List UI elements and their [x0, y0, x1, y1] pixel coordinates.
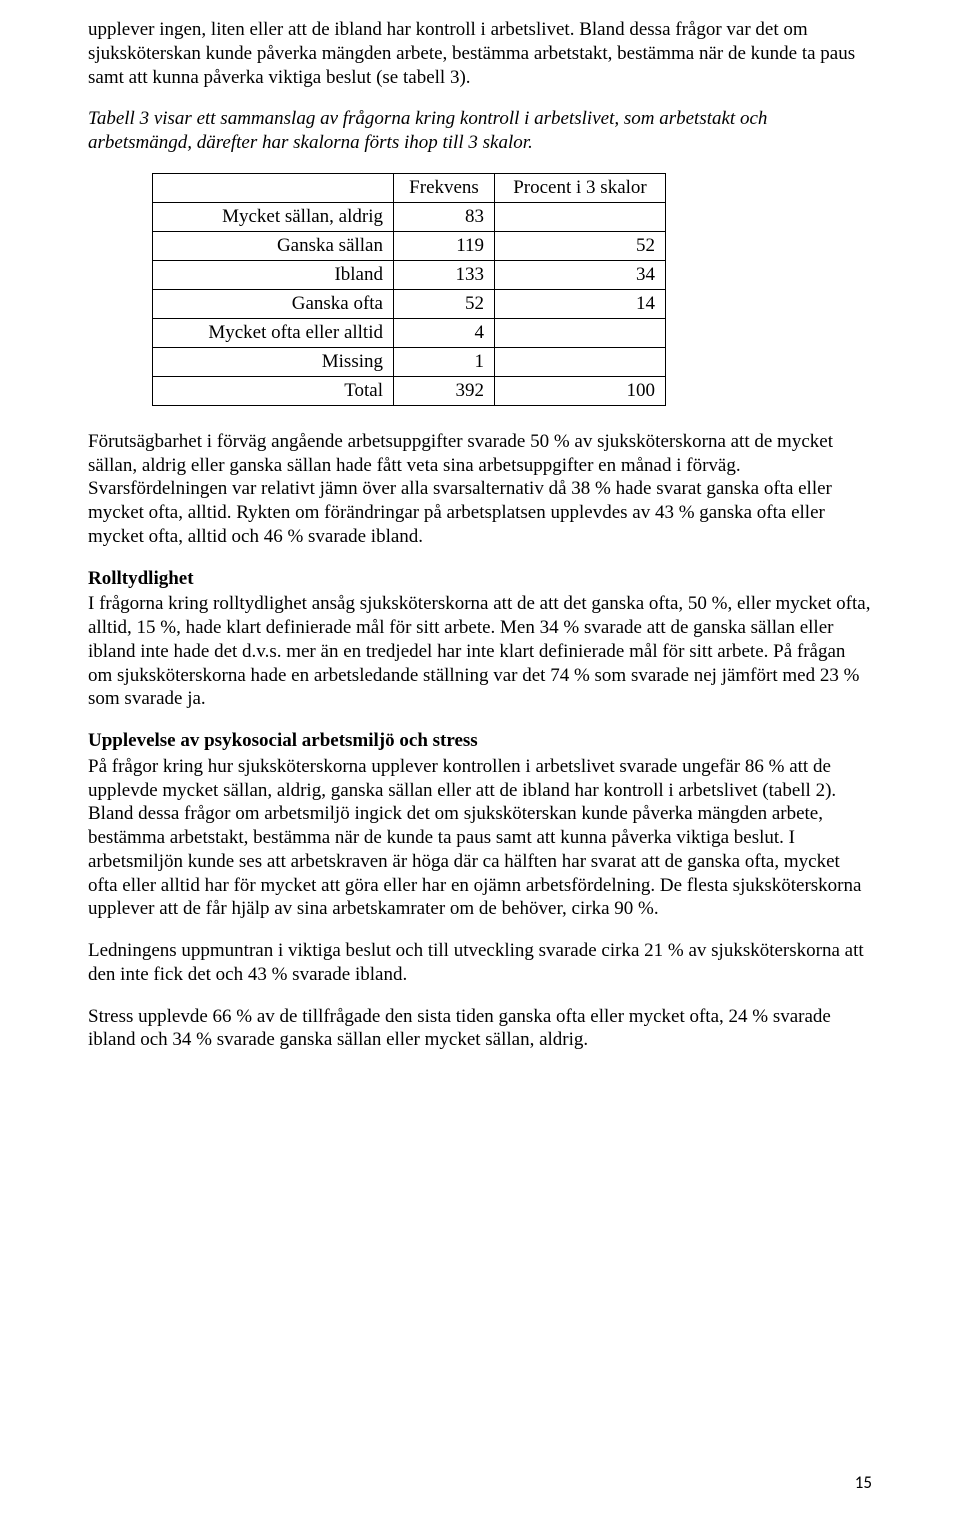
row-pct	[495, 347, 666, 376]
paragraph-rolltydlighet: I frågorna kring rolltydlighet ansåg sju…	[88, 592, 872, 711]
caption-text: Tabell 3 visar ett sammanslag av frågorn…	[88, 108, 767, 153]
paragraph-forutsagbarhet: Förutsägbarhet i förväg angående arbetsu…	[88, 430, 872, 549]
row-pct: 34	[495, 260, 666, 289]
text-line-1: upplever ingen, liten eller att de iblan…	[88, 19, 574, 40]
row-freq: 392	[394, 376, 495, 405]
table-row: Mycket sällan, aldrig 83	[153, 202, 666, 231]
paragraph-stress: Stress upplevde 66 % av de tillfrågade d…	[88, 1005, 872, 1053]
table-caption: Tabell 3 visar ett sammanslag av frågorn…	[88, 107, 872, 155]
table-row: Mycket ofta eller alltid 4	[153, 318, 666, 347]
col-header-procent: Procent i 3 skalor	[495, 173, 666, 202]
row-label: Missing	[153, 347, 394, 376]
row-label: Total	[153, 376, 394, 405]
table-row: Missing 1	[153, 347, 666, 376]
row-freq: 133	[394, 260, 495, 289]
table-row: Total 392 100	[153, 376, 666, 405]
row-label: Ganska ofta	[153, 289, 394, 318]
row-freq: 4	[394, 318, 495, 347]
heading-upplevelse: Upplevelse av psykosocial arbetsmiljö oc…	[88, 729, 872, 753]
row-freq: 1	[394, 347, 495, 376]
paragraph-ledning: Ledningens uppmuntran i viktiga beslut o…	[88, 939, 872, 987]
row-label: Mycket sällan, aldrig	[153, 202, 394, 231]
row-pct	[495, 318, 666, 347]
row-label: Mycket ofta eller alltid	[153, 318, 394, 347]
col-header-frekvens: Frekvens	[394, 173, 495, 202]
table-row: Ganska sällan 119 52	[153, 231, 666, 260]
row-freq: 119	[394, 231, 495, 260]
col-header-empty	[153, 173, 394, 202]
document-page: upplever ingen, liten eller att de iblan…	[0, 0, 960, 1515]
row-freq: 52	[394, 289, 495, 318]
row-pct	[495, 202, 666, 231]
row-freq: 83	[394, 202, 495, 231]
table-header-row: Frekvens Procent i 3 skalor	[153, 173, 666, 202]
heading-rolltydlighet: Rolltydlighet	[88, 567, 872, 591]
paragraph-upplevelse: På frågor kring hur sjuksköterskorna upp…	[88, 755, 872, 921]
row-pct: 52	[495, 231, 666, 260]
table-row: Ibland 133 34	[153, 260, 666, 289]
page-number: 15	[855, 1472, 872, 1493]
table-row: Ganska ofta 52 14	[153, 289, 666, 318]
table-3: Frekvens Procent i 3 skalor Mycket sälla…	[152, 173, 666, 406]
paragraph-intro: upplever ingen, liten eller att de iblan…	[88, 18, 872, 89]
row-pct: 14	[495, 289, 666, 318]
row-label: Ibland	[153, 260, 394, 289]
row-pct: 100	[495, 376, 666, 405]
row-label: Ganska sällan	[153, 231, 394, 260]
